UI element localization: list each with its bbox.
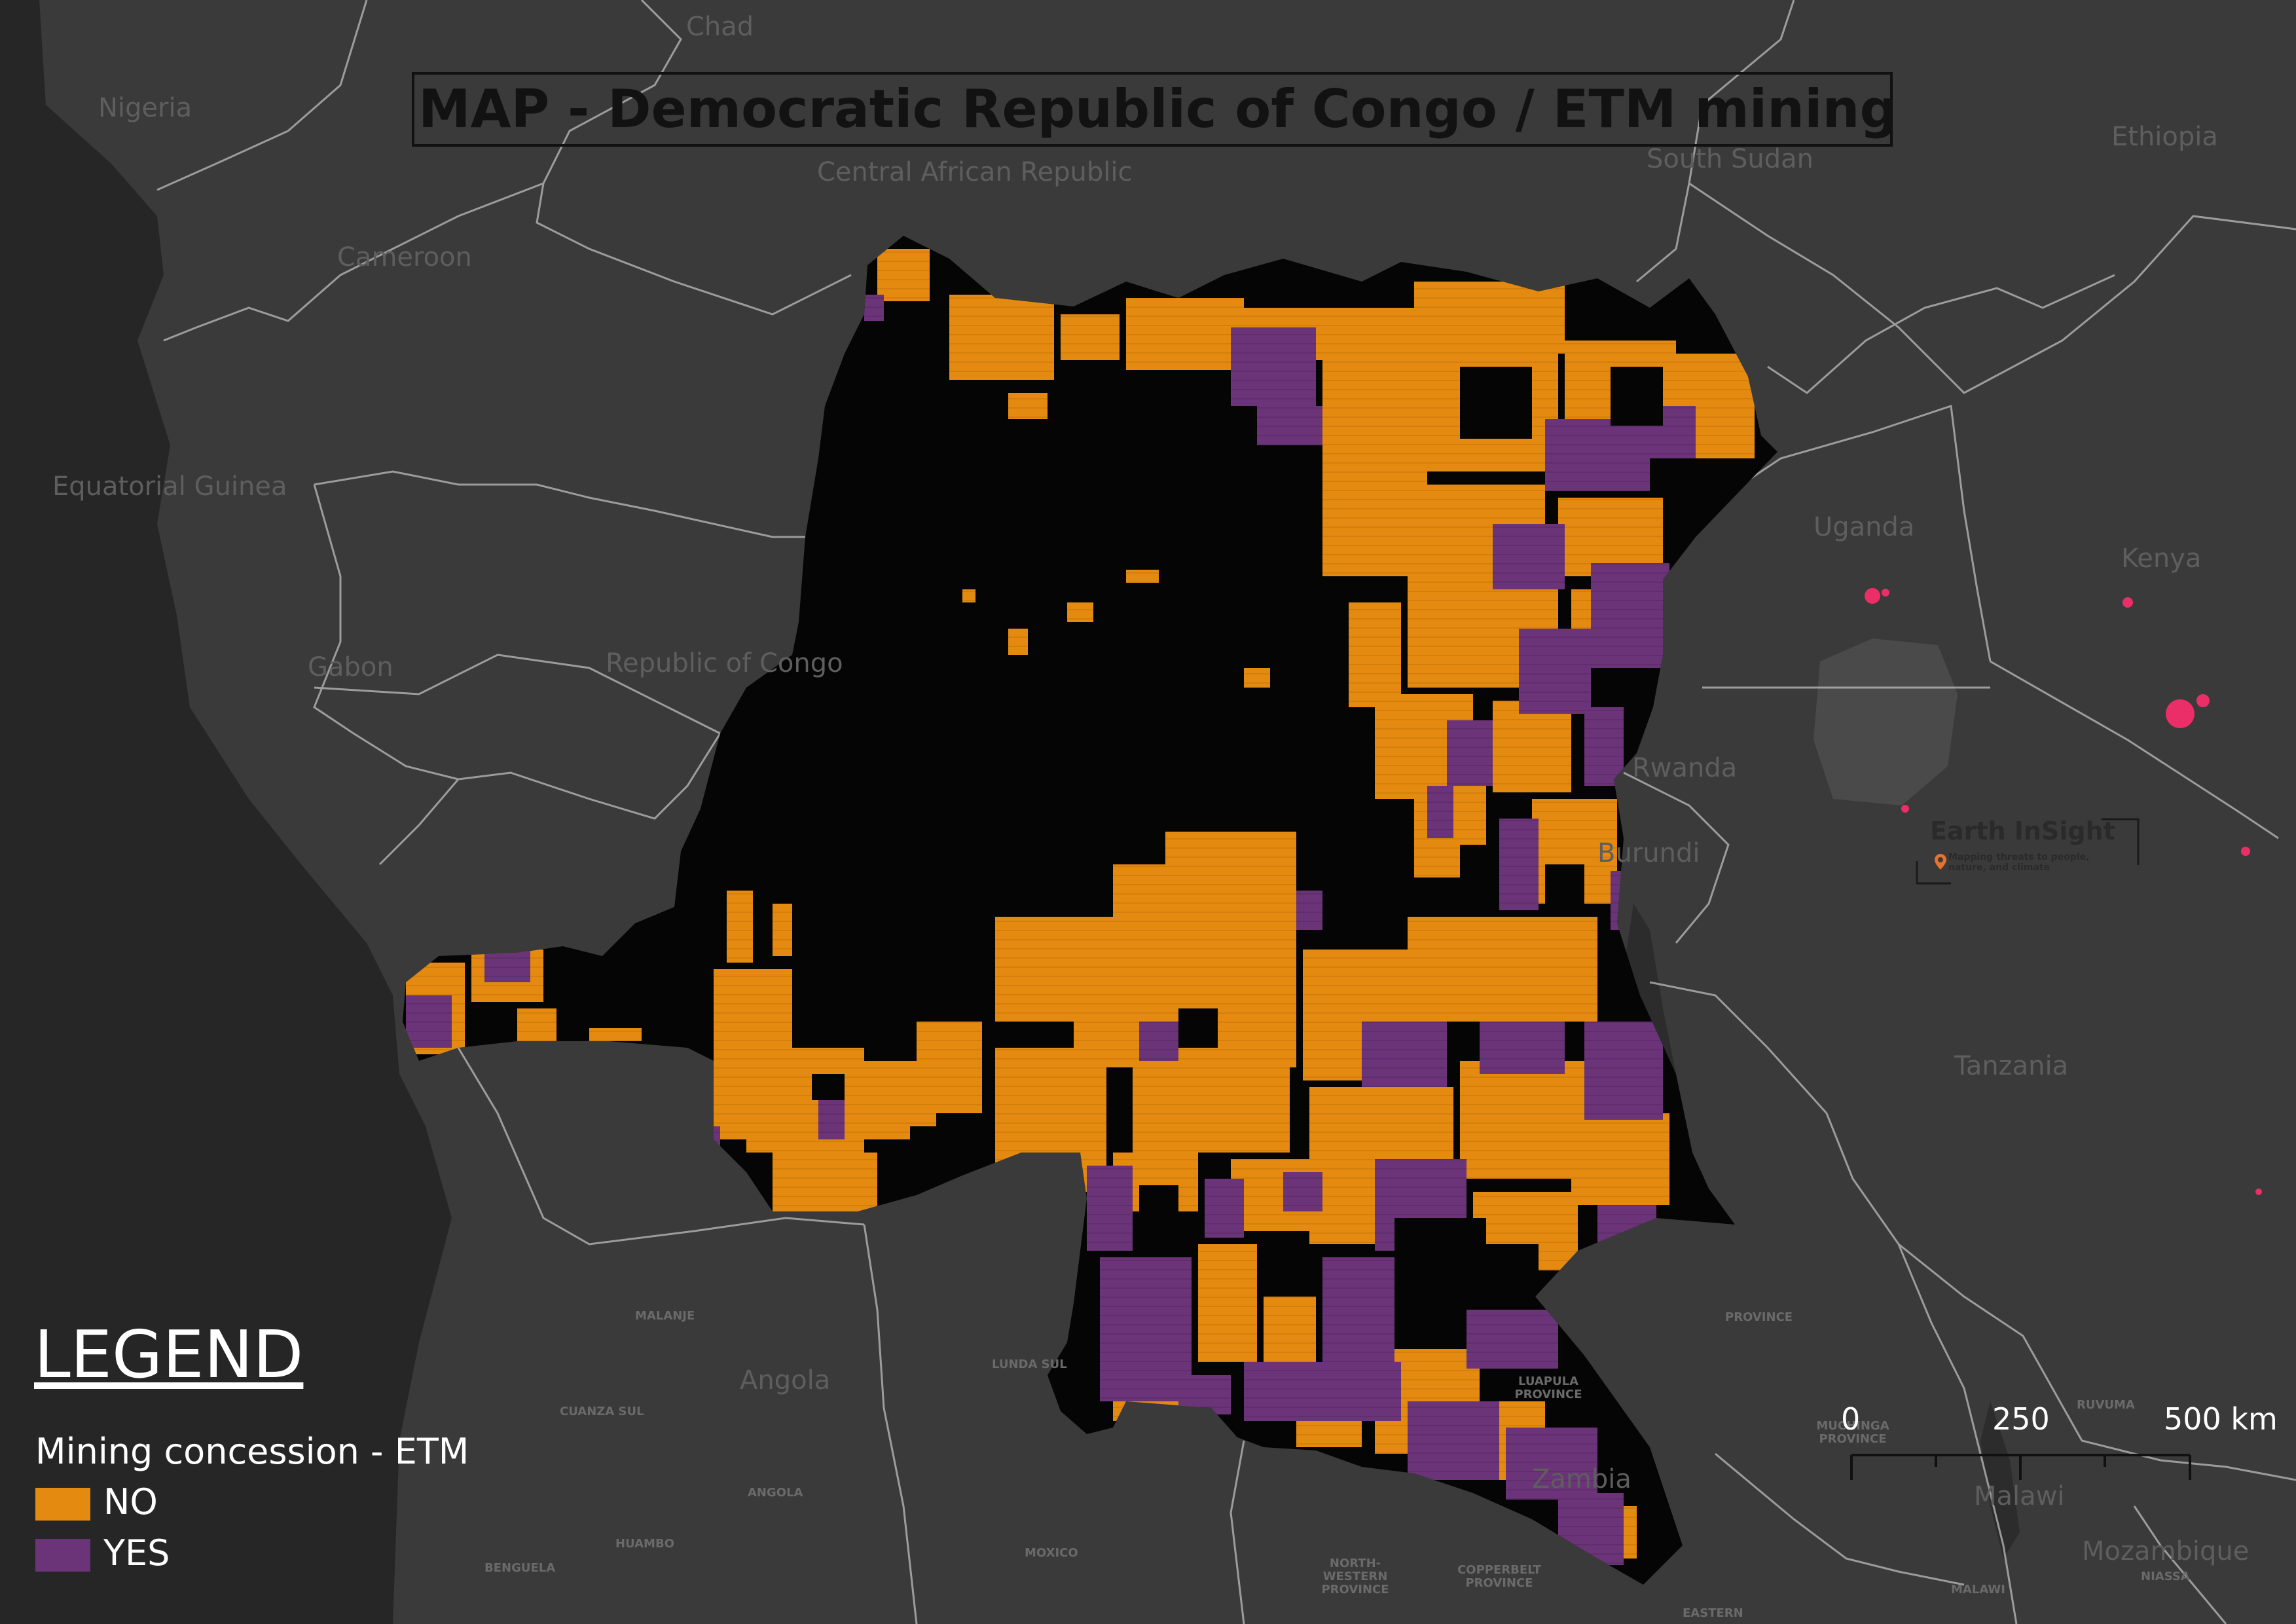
label-uganda: Uganda	[1813, 512, 1915, 542]
label-muchinga-province: MUCHINGA PROVINCE	[1816, 1419, 1889, 1446]
label-tanzania: Tanzania	[1954, 1051, 2069, 1081]
map-title: MAP - Democratic Republic of Congo / ETM…	[418, 79, 1897, 139]
label-niassa: NIASSA	[2141, 1570, 2190, 1583]
label-moxico: MOXICO	[1025, 1546, 1078, 1560]
label-equatorial-guinea: Equatorial Guinea	[52, 471, 287, 502]
country-borders	[156, 0, 2296, 1624]
concession-gaps	[812, 367, 1663, 1349]
label-malanje: MALANJE	[635, 1309, 695, 1323]
logo-name: Earth InSight	[1930, 817, 2115, 845]
legend-title: LEGEND	[34, 1316, 304, 1393]
earth-insight-logo: Earth InSight Mapping threats to people,…	[1912, 815, 2141, 887]
label-kenya: Kenya	[2121, 544, 2202, 574]
scale-bar: 0 250 500 km	[1833, 1401, 2278, 1480]
label-angola: Angola	[740, 1365, 831, 1395]
logo-tagline: Mapping threats to people, nature, and c…	[1948, 852, 2090, 873]
label-malawi: Malawi	[1974, 1481, 2065, 1511]
logo-frame	[1916, 818, 2140, 885]
label-huambo: HUAMBO	[615, 1537, 674, 1551]
label-zambia: Zambia	[1532, 1464, 1631, 1494]
legend-subtitle: Mining concession - ETM	[35, 1431, 469, 1472]
label-eastern: EASTERN	[1683, 1606, 1743, 1620]
legend-label-yes: YES	[103, 1532, 170, 1574]
scale-label-250: 250	[1992, 1401, 2050, 1437]
legend-swatch-yes	[35, 1539, 90, 1572]
urban-areas	[1865, 588, 2262, 1195]
scale-line	[1850, 1454, 2191, 1480]
lake-victoria	[1813, 638, 1958, 805]
label-mozambique: Mozambique	[2082, 1536, 2250, 1566]
legend-swatch-no	[35, 1488, 90, 1521]
label-cuanza-sul: CUANZA SUL	[560, 1405, 644, 1418]
map-pin-icon	[1934, 853, 1947, 870]
label-rwanda: Rwanda	[1632, 753, 1738, 783]
label-province: PROVINCE	[1725, 1310, 1793, 1324]
label-north-western-province: NORTH-WESTERN PROVINCE	[1321, 1557, 1389, 1596]
label-angola-region: ANGOLA	[748, 1486, 803, 1500]
label-ruvuma: RUVUMA	[2077, 1398, 2135, 1412]
concessions-layer	[406, 249, 1755, 1565]
label-burundi: Burundi	[1597, 838, 1700, 868]
label-central-african-republic: Central African Republic	[817, 157, 1133, 187]
legend-label-no: NO	[103, 1481, 158, 1522]
label-republic-of-congo: Republic of Congo	[606, 648, 843, 678]
atlantic-ocean	[0, 0, 452, 1624]
label-lunda-sul: LUNDA SUL	[992, 1357, 1067, 1371]
label-luapula-province: LUAPULA PROVINCE	[1514, 1375, 1582, 1401]
label-gabon: Gabon	[308, 652, 393, 682]
lake-malawi	[1980, 1401, 2020, 1559]
label-malawi-region: MALAWI	[1951, 1583, 2005, 1596]
label-ethiopia: Ethiopia	[2111, 122, 2218, 152]
scale-label-0: 0	[1841, 1401, 1861, 1437]
map-title-box: MAP - Democratic Republic of Congo / ETM…	[412, 72, 1897, 147]
label-benguela: BENGUELA	[484, 1561, 556, 1575]
label-copperbelt-province: COPPERBELT PROVINCE	[1457, 1563, 1541, 1590]
label-chad: Chad	[686, 12, 754, 42]
scale-label-500: 500 km	[2164, 1401, 2278, 1437]
label-nigeria: Nigeria	[98, 93, 192, 123]
label-south-sudan: South Sudan	[1647, 144, 1813, 174]
label-cameroon: Cameroon	[337, 242, 472, 272]
concessions-yes	[406, 295, 1696, 1565]
